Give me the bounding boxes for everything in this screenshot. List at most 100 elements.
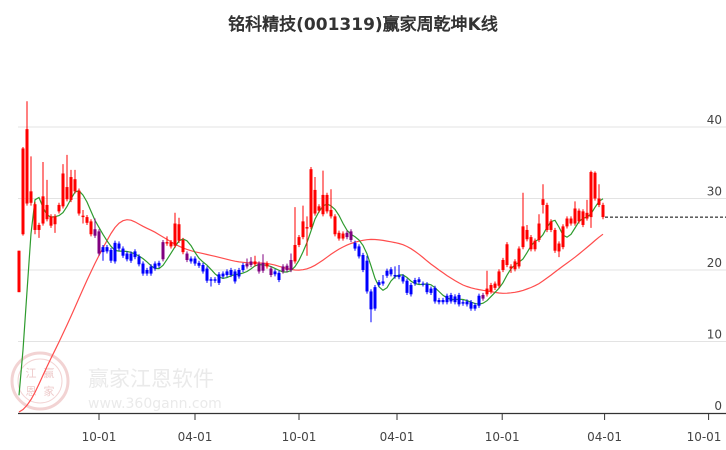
- candle: [169, 239, 173, 249]
- candle: [257, 261, 261, 274]
- candle-body: [401, 276, 405, 282]
- candle: [329, 189, 333, 219]
- candle: [493, 281, 497, 291]
- candle: [417, 277, 421, 285]
- candle-body: [77, 190, 81, 214]
- candle-body: [541, 199, 545, 205]
- candle: [581, 209, 585, 228]
- candle: [601, 202, 605, 220]
- candle: [549, 219, 553, 233]
- candle: [553, 227, 557, 253]
- candle: [221, 271, 225, 279]
- candle: [453, 294, 457, 305]
- candle: [65, 154, 69, 202]
- candle: [485, 270, 489, 297]
- candle: [489, 282, 493, 294]
- candle: [397, 264, 401, 280]
- candle-body: [329, 209, 333, 217]
- y-tick-label: 10: [707, 328, 722, 342]
- candle-body: [433, 287, 437, 302]
- candle-body: [549, 221, 553, 230]
- candle: [177, 217, 181, 243]
- candle-body: [513, 261, 517, 270]
- candle-body: [41, 196, 45, 224]
- candle: [353, 240, 357, 251]
- candle-body: [297, 237, 301, 245]
- candle-body: [465, 301, 469, 305]
- x-tick-label: 10-01: [687, 430, 722, 444]
- candle-body: [581, 211, 585, 225]
- watermark-name: 赢家江恩软件: [88, 367, 214, 391]
- candle: [345, 230, 349, 240]
- candle: [361, 252, 365, 273]
- candle: [129, 251, 133, 263]
- watermark-seal-icon: [10, 351, 70, 411]
- candle-body: [245, 263, 249, 267]
- candle-body: [425, 284, 429, 293]
- candle: [225, 269, 229, 278]
- candle: [505, 242, 509, 268]
- candle-body: [197, 262, 201, 266]
- candle: [229, 267, 233, 278]
- candle-body: [337, 232, 341, 239]
- candle-body: [565, 218, 569, 227]
- candle: [153, 261, 157, 271]
- long-moving-average-line: [18, 219, 604, 413]
- candle: [113, 240, 117, 264]
- candle-body: [525, 229, 529, 240]
- candle-body: [309, 169, 313, 228]
- x-tick-label: 04-01: [380, 430, 415, 444]
- candle-body: [569, 218, 573, 224]
- candle-body: [17, 250, 21, 293]
- candle: [473, 302, 477, 311]
- candle: [201, 262, 205, 274]
- watermark-seal-char: 家: [44, 384, 55, 398]
- candle: [49, 214, 53, 228]
- candle-body: [529, 237, 533, 250]
- candle-body: [361, 254, 365, 270]
- candle: [117, 241, 121, 251]
- candle: [409, 282, 413, 297]
- candle: [573, 201, 577, 226]
- candle: [421, 281, 425, 287]
- candle: [173, 212, 177, 248]
- candle-body: [257, 263, 261, 272]
- candle-body: [97, 231, 101, 254]
- candle-body: [113, 242, 117, 262]
- candle: [73, 169, 77, 194]
- watermark-url: www.360gann.com: [88, 396, 222, 412]
- x-axis: 10-01 04-01 10-01 04-01 10-01 04-01 10-01: [18, 412, 726, 444]
- candle: [125, 251, 129, 262]
- candle: [437, 297, 441, 305]
- candle-body: [169, 242, 173, 247]
- candle-body: [201, 264, 205, 272]
- y-tick-label: 30: [707, 185, 722, 199]
- candle: [501, 257, 505, 273]
- candle: [301, 205, 305, 240]
- candle: [509, 264, 513, 273]
- candle: [413, 277, 417, 286]
- candle-body: [545, 204, 549, 230]
- candle: [389, 267, 393, 277]
- candle-body: [121, 248, 125, 256]
- candle: [29, 156, 33, 206]
- candle: [165, 236, 169, 246]
- candle-body: [317, 206, 321, 211]
- candle-body: [277, 272, 281, 281]
- candle-body: [33, 204, 37, 230]
- candle-body: [333, 216, 337, 235]
- candle: [381, 275, 385, 286]
- candle: [481, 292, 485, 301]
- candle: [401, 274, 405, 284]
- candle-body: [141, 263, 145, 274]
- candle-body: [85, 217, 89, 223]
- candle-body: [345, 232, 349, 238]
- candle: [209, 277, 213, 287]
- candle-body: [213, 279, 217, 281]
- candle-body: [449, 295, 453, 302]
- watermark-seal-char: 赢: [44, 366, 55, 380]
- candle-body: [553, 229, 557, 251]
- candle: [137, 254, 141, 267]
- candle-body: [589, 172, 593, 218]
- candle: [565, 216, 569, 229]
